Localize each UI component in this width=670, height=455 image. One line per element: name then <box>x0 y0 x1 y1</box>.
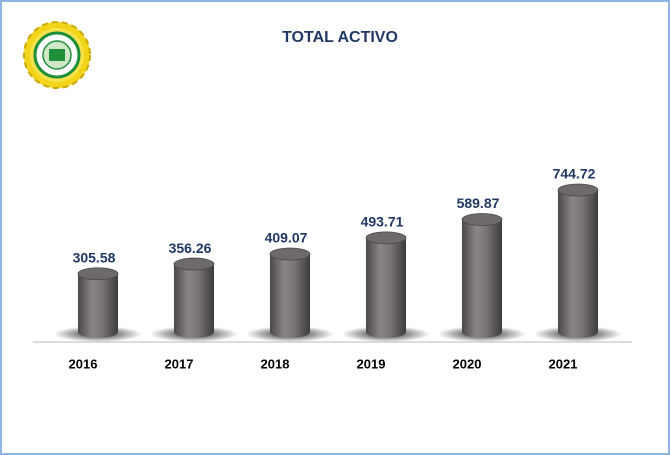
x-tick-label: 2020 <box>453 356 482 371</box>
x-tick-label: 2021 <box>549 356 578 371</box>
value-label: 744.72 <box>553 166 596 182</box>
value-label: 305.58 <box>73 249 116 265</box>
x-tick-label: 2019 <box>357 356 386 371</box>
bar-bottom <box>78 326 118 338</box>
value-label: 589.87 <box>457 195 500 211</box>
bar-bottom <box>366 326 406 338</box>
bar-top <box>77 267 119 281</box>
bar <box>558 190 598 332</box>
bar <box>78 273 118 332</box>
x-tick-label: 2018 <box>261 356 290 371</box>
bar-top <box>461 213 503 226</box>
chart-title: TOTAL ACTIVO <box>282 29 398 46</box>
bar <box>270 254 310 332</box>
value-label: 409.07 <box>265 230 308 246</box>
x-tick-label: 2017 <box>165 356 194 371</box>
bar-bottom <box>558 326 598 338</box>
bar <box>366 237 406 332</box>
value-label: 356.26 <box>169 240 212 256</box>
bar-top <box>557 183 599 197</box>
bar <box>174 264 214 332</box>
bar-bottom <box>174 326 214 338</box>
value-label: 493.71 <box>361 214 404 230</box>
bar-top <box>269 247 311 261</box>
bar-bottom <box>462 326 502 338</box>
x-tick-label: 2016 <box>69 356 98 371</box>
bar-top <box>365 231 407 245</box>
logo <box>23 21 91 89</box>
bar-bottom <box>270 326 310 338</box>
bar-top <box>173 257 215 271</box>
bar <box>462 219 502 332</box>
